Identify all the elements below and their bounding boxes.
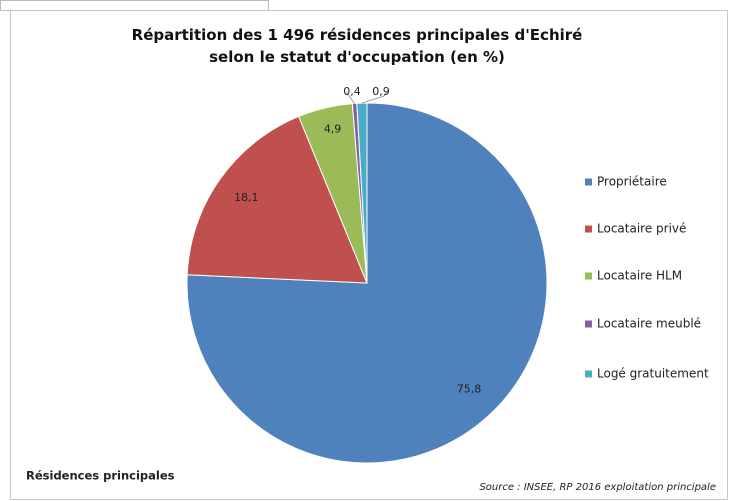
source: Source : INSEE, RP 2016 exploitation pri… bbox=[479, 482, 716, 493]
chart-title: Répartition des 1 496 résidences princip… bbox=[131, 26, 583, 66]
legend-label: Locataire HLM bbox=[597, 269, 682, 283]
chart-frame bbox=[10, 10, 728, 500]
legend-swatch bbox=[585, 178, 592, 186]
pie-slice bbox=[186, 102, 548, 464]
data-label: 0,9 bbox=[372, 85, 390, 98]
legend-label: Locataire privé bbox=[597, 222, 686, 236]
legend-swatch bbox=[585, 320, 592, 328]
data-label: 0,4 bbox=[343, 85, 361, 98]
legend-label: Propriétaire bbox=[597, 175, 667, 189]
legend-swatch bbox=[585, 225, 592, 233]
leader-line bbox=[361, 91, 388, 104]
footer-left: Résidences principales bbox=[26, 469, 175, 483]
legend-swatch bbox=[585, 272, 592, 280]
leader-line bbox=[345, 91, 355, 104]
data-label: 75,8 bbox=[457, 383, 482, 396]
legend-swatch bbox=[585, 370, 592, 378]
data-label: 4,9 bbox=[324, 122, 342, 135]
pie-slice bbox=[186, 115, 368, 284]
legend-label: Locataire meublé bbox=[597, 317, 701, 331]
data-label: 18,1 bbox=[234, 191, 259, 204]
legend-label: Logé gratuitement bbox=[597, 367, 709, 381]
top-tab bbox=[0, 0, 269, 11]
